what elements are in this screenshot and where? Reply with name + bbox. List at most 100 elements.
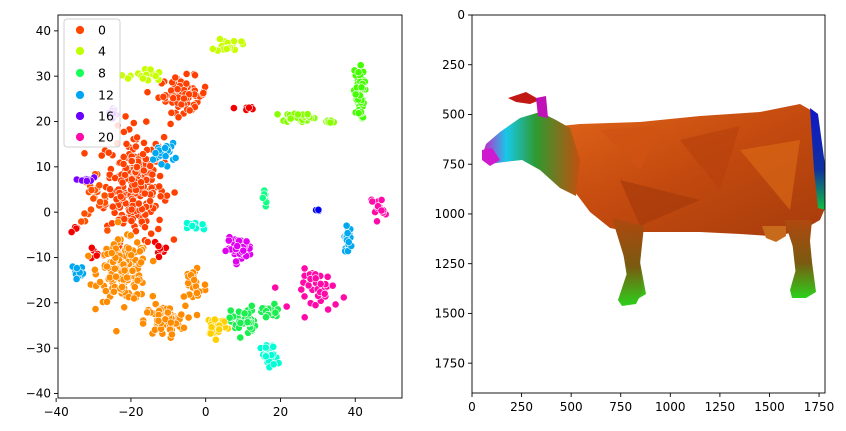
scatter-point <box>89 194 98 203</box>
image-y-ticks: 0 250 500 750 1000 1250 1500 1750 <box>434 8 472 370</box>
scatter-point <box>124 244 133 253</box>
cow-muzzle <box>482 148 500 166</box>
x-tick-label: 1500 <box>754 400 785 414</box>
scatter-point <box>119 160 128 168</box>
scatter-point <box>154 316 163 325</box>
scatter-point <box>155 182 164 191</box>
scatter-point <box>138 74 147 83</box>
scatter-point <box>67 228 76 236</box>
scatter-point <box>297 285 306 294</box>
scatter-point <box>262 313 270 322</box>
scatter-point <box>320 289 329 298</box>
legend-marker-12 <box>75 90 85 100</box>
scatter-point <box>155 252 163 261</box>
scatter-point <box>104 148 113 157</box>
scatter-point <box>133 133 141 142</box>
scatter-point <box>222 45 231 53</box>
scatter-point <box>103 226 112 235</box>
scatter-point <box>224 236 233 245</box>
scatter-point <box>151 72 160 80</box>
scatter-point <box>208 45 217 53</box>
x-tick-label: 1750 <box>804 400 835 414</box>
scatter-point <box>233 242 242 250</box>
scatter-point <box>247 301 256 310</box>
cow-tail <box>810 108 825 210</box>
x-tick-label: 20 <box>273 405 288 419</box>
scatter-point <box>229 104 238 112</box>
y-tick-label: 10 <box>36 160 51 174</box>
scatter-point <box>110 264 119 273</box>
x-tick-label: 500 <box>560 400 583 414</box>
scatter-point <box>121 112 130 121</box>
scatter-point <box>171 154 180 162</box>
scatter-point <box>163 308 172 317</box>
y-tick-label: 250 <box>442 58 465 72</box>
legend-label-4: 4 <box>98 44 106 59</box>
scatter-point <box>116 192 125 201</box>
cow-mesh-image <box>482 92 825 306</box>
legend-marker-0 <box>75 25 85 35</box>
scatter-point <box>72 264 81 272</box>
scatter-point <box>120 303 129 312</box>
scatter-point <box>221 246 230 255</box>
scatter-point <box>211 335 220 344</box>
scatter-point <box>354 109 363 118</box>
cow-facet <box>740 140 800 210</box>
scatter-point <box>112 327 121 336</box>
scatter-point <box>159 92 168 101</box>
scatter-point <box>191 71 199 80</box>
scatter-point <box>147 229 156 238</box>
y-tick-label: −40 <box>26 387 51 401</box>
x-tick-label: 1250 <box>705 400 736 414</box>
scatter-point <box>157 160 166 169</box>
scatter-point <box>342 221 351 230</box>
image-axes-frame <box>471 14 826 394</box>
scatter-legend: 0 4 8 12 16 20 <box>63 18 121 148</box>
scatter-point <box>87 205 95 214</box>
scatter-point <box>160 133 168 142</box>
scatter-point <box>169 94 178 103</box>
scatter-point <box>215 325 224 334</box>
scatter-point <box>122 139 131 148</box>
legend-marker-16 <box>75 111 85 121</box>
scatter-point <box>146 162 155 170</box>
x-tick-label: −40 <box>43 405 68 419</box>
scatter-point <box>324 305 332 314</box>
scatter-point <box>188 221 197 230</box>
scatter-point <box>199 89 208 97</box>
scatter-point <box>226 306 235 315</box>
scatter-point <box>184 313 193 322</box>
scatter-point <box>169 235 178 244</box>
scatter-point <box>137 178 145 187</box>
scatter-point <box>182 70 191 78</box>
y-tick-label: 30 <box>36 69 51 83</box>
scatter-point <box>286 114 295 123</box>
mesh-render-panel: 0 250 500 750 1000 1250 1500 1750 0 250 500 750 100… <box>434 8 834 414</box>
cow-leg-near-back <box>784 220 814 298</box>
scatter-point <box>300 313 309 322</box>
scatter-point <box>77 217 86 226</box>
scatter-point <box>100 191 109 200</box>
scatter-point <box>130 294 138 303</box>
legend-label-8: 8 <box>98 66 106 81</box>
scatter-point <box>167 330 176 339</box>
scatter-points <box>67 35 390 372</box>
scatter-point <box>271 283 280 292</box>
y-tick-label: 20 <box>36 115 51 129</box>
scatter-point <box>303 110 312 119</box>
x-tick-label: −20 <box>118 405 143 419</box>
scatter-point <box>171 73 180 82</box>
x-tick-label: 0 <box>468 400 476 414</box>
y-tick-label: 40 <box>36 24 51 38</box>
scatter-point <box>80 209 89 218</box>
scatter-point <box>243 318 252 327</box>
y-tick-label: −30 <box>26 341 51 355</box>
scatter-axes-frame <box>57 14 403 399</box>
scatter-point <box>180 94 188 103</box>
cow-leg-near-front <box>612 218 644 306</box>
scatter-point <box>143 308 152 317</box>
scatter-point <box>148 292 157 301</box>
scatter-point <box>304 281 313 290</box>
scatter-point <box>261 343 270 352</box>
